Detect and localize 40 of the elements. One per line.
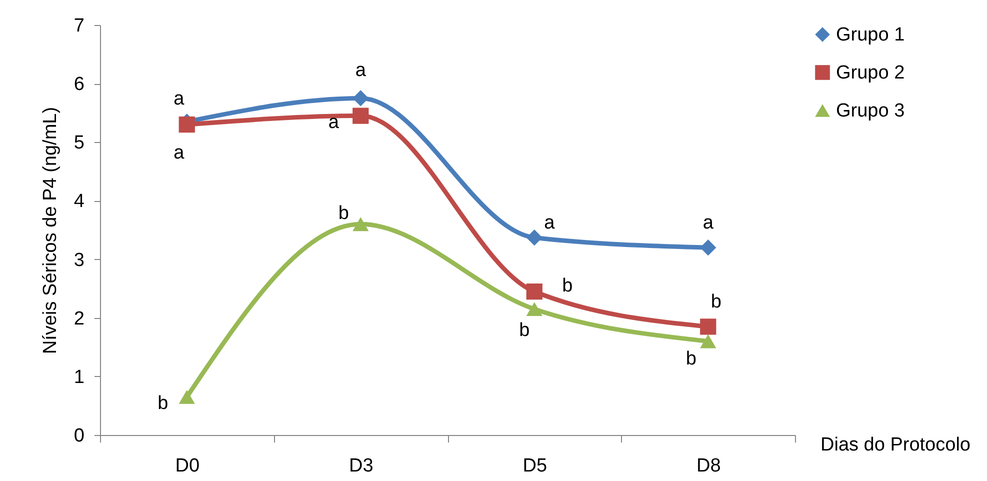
legend-label: Grupo 2: [836, 62, 905, 84]
point: [178, 116, 195, 133]
point: [526, 230, 542, 246]
annotation: a: [702, 212, 714, 234]
annotation: a: [544, 212, 556, 234]
annotation: a: [174, 88, 185, 110]
y-axis-title: Níveis Séricos de P4 (ng/mL): [40, 106, 61, 354]
point: [526, 302, 542, 316]
x-axis-title: Dias do Protocolo: [820, 434, 970, 456]
y-tick-label: 6: [74, 74, 84, 96]
annotation: b: [710, 292, 722, 313]
point: [700, 334, 716, 348]
y-tick-label: 2: [74, 308, 84, 330]
legend-label: Grupo 1: [836, 24, 905, 46]
x-tick-label: D3: [348, 456, 374, 476]
point: [352, 90, 369, 106]
y-tick-label: 4: [74, 191, 85, 212]
point: [700, 318, 716, 335]
y-tick-label: 5: [74, 132, 84, 154]
point: [352, 108, 369, 124]
point: [700, 240, 716, 256]
legend-label: Grupo 3: [836, 100, 905, 122]
point: [352, 217, 369, 232]
y-tick-label: 7: [74, 16, 84, 36]
annotation: b: [686, 348, 696, 370]
annotation: a: [174, 142, 185, 164]
annotation: b: [158, 392, 168, 414]
annotation: b: [338, 203, 349, 224]
y-tick-label: 0: [74, 426, 84, 446]
point: [178, 390, 195, 404]
annotation: b: [519, 320, 530, 342]
x-tick-label: D8: [696, 456, 721, 476]
y-tick-label: 3: [74, 250, 84, 271]
annotation: a: [355, 60, 366, 82]
x-tick-label: D0: [175, 456, 200, 476]
annotation: a: [328, 112, 340, 133]
point: [526, 283, 542, 300]
annotation: b: [562, 276, 573, 296]
y-tick-label: 1: [74, 366, 84, 388]
x-tick-label: D5: [522, 456, 548, 476]
